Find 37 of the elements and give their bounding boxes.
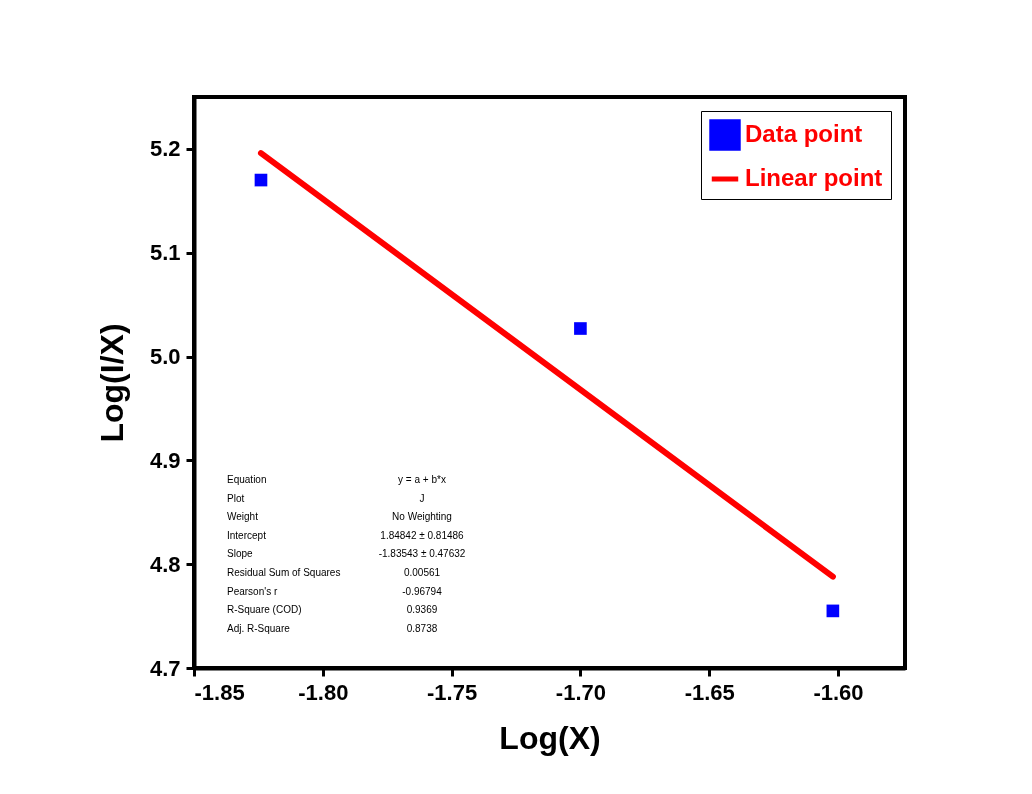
- x-tick-label: -1.65: [684, 679, 735, 705]
- x-tick-label: -1.75: [427, 679, 478, 705]
- annotation: R-Square (COD): [227, 604, 302, 616]
- x-tick-label: -1.60: [813, 679, 864, 705]
- y-tick-label: 5.1: [149, 240, 181, 266]
- annotation: Intercept: [227, 529, 267, 541]
- annotation: 0.8738: [406, 622, 438, 634]
- annotation: No Weighting: [392, 511, 452, 523]
- annotation: -1.83543 ± 0.47632: [378, 548, 466, 560]
- annotation: Slope: [227, 548, 254, 560]
- annotation: y = a + b*x: [398, 474, 446, 485]
- annotation: 1.84842 ± 0.81486: [380, 529, 465, 541]
- annotation: J: [419, 492, 425, 504]
- y-tick-label: 4.7: [149, 655, 181, 681]
- x-axis-title: Log(X): [499, 719, 601, 756]
- y-tick-label: 5.0: [149, 344, 181, 370]
- annotation: Equation: [227, 474, 267, 485]
- annotation: 0.00561: [403, 567, 441, 578]
- annotation: Adj. R-Square: [227, 622, 291, 634]
- annotation: Weight: [227, 511, 259, 523]
- point: [826, 604, 840, 618]
- x-tick-label: -1.70: [555, 679, 606, 705]
- annotation: Residual Sum of Squares: [227, 567, 341, 578]
- point: [574, 322, 587, 335]
- y-tick-label: 4.9: [149, 447, 181, 473]
- annotation: 0.9369: [406, 604, 438, 616]
- annotation: Plot: [227, 492, 245, 504]
- legend-label: Linear point: [745, 164, 883, 191]
- y-tick-label: 4.8: [149, 551, 181, 577]
- annotation: Pearson's r: [227, 585, 278, 597]
- annotation: -0.96794: [402, 585, 443, 597]
- y-tick-label: 5.2: [149, 136, 181, 162]
- x-tick-label: -1.85: [194, 679, 245, 705]
- y-axis-title: Log(I/X): [93, 323, 130, 443]
- x-tick-label: -1.80: [298, 679, 349, 705]
- point: [254, 173, 268, 187]
- legend-label: Data point: [745, 120, 863, 147]
